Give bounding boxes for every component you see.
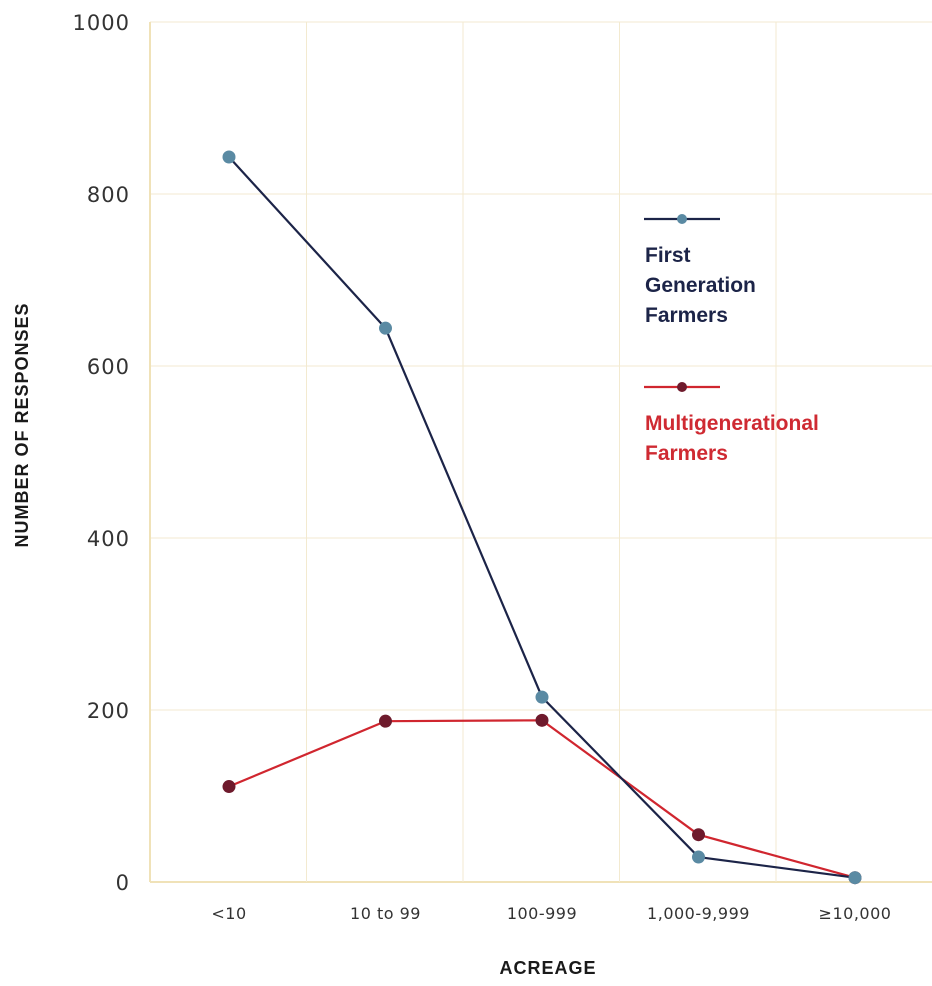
- data-point: [222, 780, 236, 794]
- legend-label: First: [645, 244, 691, 267]
- data-point: [222, 150, 236, 164]
- x-tick-label: <10: [211, 904, 246, 923]
- x-tick-label: 1,000-9,999: [647, 904, 750, 923]
- y-tick-label: 600: [87, 355, 130, 379]
- data-point: [848, 871, 862, 885]
- data-point: [535, 713, 549, 727]
- grid-lines: [149, 21, 932, 883]
- data-point: [379, 714, 392, 728]
- data-point: [692, 850, 705, 864]
- legend: First Generation Farmers Multigenerational F…: [644, 214, 819, 465]
- data-point: [535, 690, 549, 704]
- data-point: [692, 828, 705, 842]
- legend-label: Farmers: [645, 442, 728, 465]
- series-lines: [222, 150, 862, 885]
- series-line: [228, 719, 856, 879]
- y-tick-label: 1000: [73, 11, 130, 35]
- x-tick-label: ≥10,000: [819, 904, 892, 923]
- y-tick-label: 800: [87, 183, 130, 207]
- x-tick-label: 100-999: [507, 904, 577, 923]
- legend-label: Farmers: [645, 304, 728, 327]
- y-axis-ticks: 0 200 400 600 800 1000: [73, 11, 130, 895]
- y-tick-label: 400: [87, 527, 130, 551]
- series-line: [228, 156, 856, 879]
- y-axis-title: NUMBER OF RESPONSES: [12, 302, 32, 547]
- y-tick-label: 200: [87, 699, 130, 723]
- x-axis-title: ACREAGE: [499, 958, 596, 978]
- legend-marker: [677, 382, 687, 392]
- legend-label: Multigenerational: [645, 412, 819, 435]
- x-axis-ticks: <10 10 to 99 100-999 1,000-9,999 ≥10,000: [211, 904, 891, 923]
- data-point: [379, 321, 392, 335]
- legend-marker: [677, 214, 687, 224]
- y-tick-label: 0: [116, 871, 130, 895]
- legend-label: Generation: [645, 274, 756, 297]
- x-tick-label: 10 to 99: [350, 904, 421, 923]
